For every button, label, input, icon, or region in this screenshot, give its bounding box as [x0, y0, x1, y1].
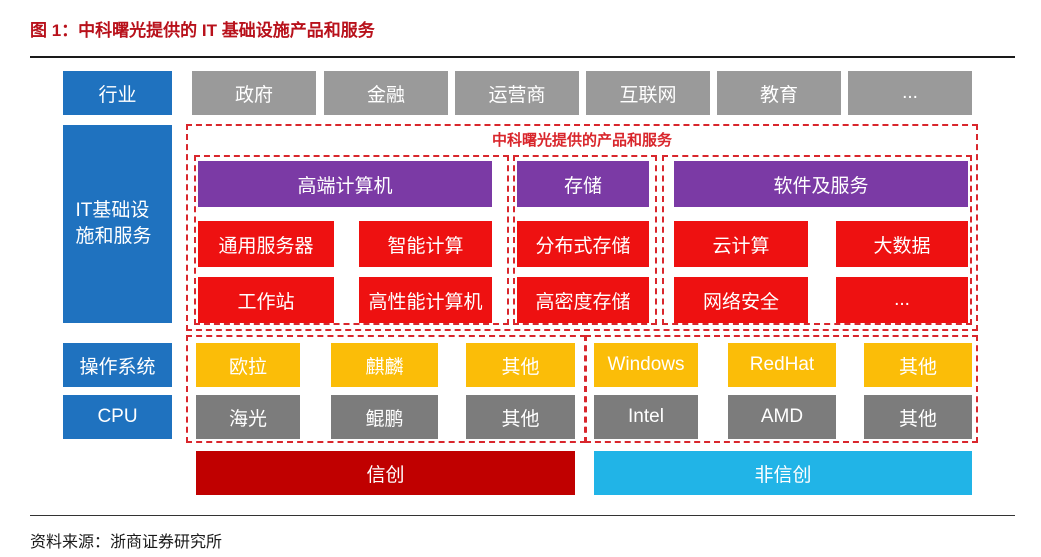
software-group-frame	[662, 155, 972, 325]
os-item: Windows	[594, 343, 698, 387]
product-item: 工作站	[198, 277, 334, 323]
category-storage: 存储	[517, 161, 649, 207]
industry-item: 运营商	[455, 71, 579, 115]
row-label-it-infra: IT基础设施和服务	[63, 125, 172, 323]
os-item: 其他	[864, 343, 972, 387]
os-item: 麒麟	[331, 343, 438, 387]
product-item: 通用服务器	[198, 221, 334, 267]
product-item: 分布式存储	[517, 221, 649, 267]
bottom-rule	[30, 515, 1015, 516]
cpu-item: 其他	[864, 395, 972, 439]
row-label-cpu: CPU	[63, 395, 172, 439]
industry-item: ...	[848, 71, 972, 115]
product-item: 大数据	[836, 221, 968, 267]
category-software: 软件及服务	[674, 161, 968, 207]
products-dashed-frame	[186, 124, 978, 331]
storage-group-frame	[513, 155, 657, 325]
row-label-os: 操作系统	[63, 343, 172, 387]
os-item: RedHat	[728, 343, 836, 387]
xinchuang-band: 信创	[196, 451, 575, 495]
cpu-item: 鲲鹏	[331, 395, 438, 439]
industry-item: 教育	[717, 71, 841, 115]
industry-item: 互联网	[586, 71, 710, 115]
figure-title: 图 1：中科曙光提供的 IT 基础设施产品和服务	[30, 21, 375, 40]
industry-item: 金融	[324, 71, 448, 115]
non-xinchuang-band: 非信创	[594, 451, 972, 495]
top-rule	[30, 56, 1015, 58]
cpu-item: AMD	[728, 395, 836, 439]
industry-item: 政府	[192, 71, 316, 115]
non-xinchuang-frame	[585, 335, 978, 443]
cpu-item: Intel	[594, 395, 698, 439]
cpu-item: 海光	[196, 395, 300, 439]
hpc-group-frame	[194, 155, 509, 325]
cpu-item: 其他	[466, 395, 575, 439]
product-item: 网络安全	[674, 277, 808, 323]
category-hpc: 高端计算机	[198, 161, 492, 207]
products-header: 中科曙光提供的产品和服务	[491, 132, 672, 149]
row-label-industry: 行业	[63, 71, 172, 115]
source-note: 资料来源：浙商证券研究所	[30, 532, 223, 551]
os-item: 欧拉	[196, 343, 300, 387]
product-item: 智能计算	[359, 221, 492, 267]
product-item: 高性能计算机	[359, 277, 492, 323]
product-item: 云计算	[674, 221, 808, 267]
os-item: 其他	[466, 343, 575, 387]
product-item: ...	[836, 277, 968, 323]
row-label-it-infra-text: IT基础设施和服务	[75, 200, 152, 247]
product-item: 高密度存储	[517, 277, 649, 323]
